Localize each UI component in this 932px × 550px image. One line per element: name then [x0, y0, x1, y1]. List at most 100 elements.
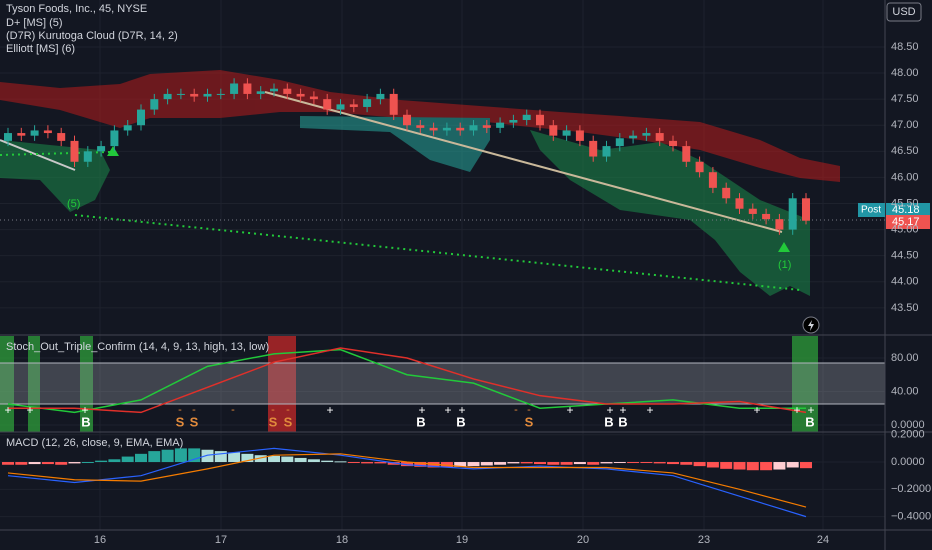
candle-body [336, 104, 345, 110]
x-tick-label: 18 [336, 534, 348, 546]
macd-bar [600, 462, 613, 464]
y-tick-label: 48.50 [891, 41, 919, 53]
macd-bar [81, 462, 94, 464]
x-tick-label: 24 [817, 534, 829, 546]
candle-body [456, 127, 465, 131]
y-tick-label: 44.50 [891, 250, 919, 262]
macd-bar [573, 462, 586, 465]
y-tick-label: −0.4000 [891, 511, 931, 523]
macd-bar [693, 462, 706, 467]
macd-bar [534, 462, 546, 465]
minus-marker: - [231, 404, 235, 416]
currency-label[interactable]: USD [892, 6, 915, 18]
macd-bar [121, 456, 134, 463]
macd-bar [494, 462, 507, 465]
macd-bar [706, 462, 719, 468]
plus-marker: + [418, 403, 425, 417]
candle-body [762, 213, 771, 220]
y-tick-label: 45.00 [891, 224, 919, 236]
macd-bar [228, 452, 241, 463]
candle-body [323, 99, 332, 110]
candle-body [735, 198, 744, 209]
candle-body [270, 88, 278, 92]
candle-body [775, 219, 784, 230]
buy-label: B [618, 414, 627, 429]
signal-triangle [778, 242, 790, 252]
macd-bar [241, 453, 254, 463]
elliott-line [264, 91, 783, 233]
x-tick-label: 19 [456, 534, 468, 546]
macd-bar [268, 455, 280, 463]
x-tick-label: 16 [94, 534, 106, 546]
candle-body [682, 146, 691, 162]
candle-body [363, 99, 372, 107]
y-tick-label: 40.00 [891, 385, 919, 397]
macd-bar [55, 462, 68, 465]
candle-body [203, 93, 212, 97]
macd-bar [667, 462, 679, 465]
candle-body [283, 88, 292, 94]
indicator-label: D+ [MS] (5) [6, 17, 63, 29]
candle-body [83, 151, 92, 162]
y-tick-label: 0.0000 [891, 456, 925, 468]
candle-body [575, 130, 584, 141]
candle-body [802, 198, 810, 221]
candle-body [549, 125, 558, 136]
candle-body [615, 138, 624, 147]
minus-marker: - [286, 404, 290, 416]
minus-marker: - [527, 404, 531, 416]
macd-bar [587, 462, 600, 465]
plus-marker: + [26, 403, 33, 417]
macd-bar [627, 462, 640, 464]
minus-marker: - [271, 404, 275, 416]
candle-body [43, 130, 52, 134]
y-tick-label: −0.2000 [891, 483, 931, 495]
y-tick-label: 80.00 [891, 352, 919, 364]
candle-body [57, 133, 66, 141]
plus-marker: + [793, 403, 800, 417]
buy-label: B [81, 414, 90, 429]
indicator-label: Elliott [MS] (6) [6, 43, 75, 55]
candle-body [150, 99, 159, 110]
candle-body [163, 93, 172, 100]
candle-body [722, 187, 731, 199]
candle-body [190, 93, 199, 97]
candle-body [536, 114, 544, 126]
candle-body [389, 93, 398, 115]
y-tick-label: 46.50 [891, 145, 919, 157]
elliott-line [0, 139, 76, 171]
macd-bar [41, 462, 54, 465]
post-badge [858, 203, 885, 217]
candle-body [110, 130, 119, 147]
macd-bar [454, 462, 467, 467]
stoch-line [8, 347, 807, 414]
candle-body [243, 83, 252, 94]
macd-bar [760, 462, 773, 471]
macd-bar [507, 462, 520, 464]
macd-bar [414, 462, 427, 467]
stoch-line [7, 348, 806, 414]
macd-bar [201, 449, 214, 463]
macd-bar [773, 462, 786, 470]
macd-bar [174, 448, 187, 463]
y-tick-label: 47.50 [891, 93, 919, 105]
macd-bar [307, 459, 320, 463]
buy-label: B [456, 414, 465, 429]
candle-body [748, 208, 757, 214]
macd-title: MACD (12, 26, close, 9, EMA, EMA) [6, 437, 183, 449]
candle-body [30, 130, 39, 136]
buy-label: B [416, 414, 425, 429]
buy-label: B [805, 414, 814, 429]
y-tick-label: 0.2000 [891, 429, 925, 441]
candle-body [655, 133, 664, 141]
x-tick-label: 20 [577, 534, 589, 546]
candle-body [695, 161, 704, 173]
plus-marker: + [753, 403, 760, 417]
candle-body [256, 91, 265, 94]
currency-button[interactable] [886, 2, 922, 22]
candle-body [176, 93, 185, 95]
sell-label: S [190, 414, 199, 429]
candle-body [788, 198, 797, 230]
macd-bar [786, 462, 799, 468]
macd-bar [680, 462, 693, 465]
